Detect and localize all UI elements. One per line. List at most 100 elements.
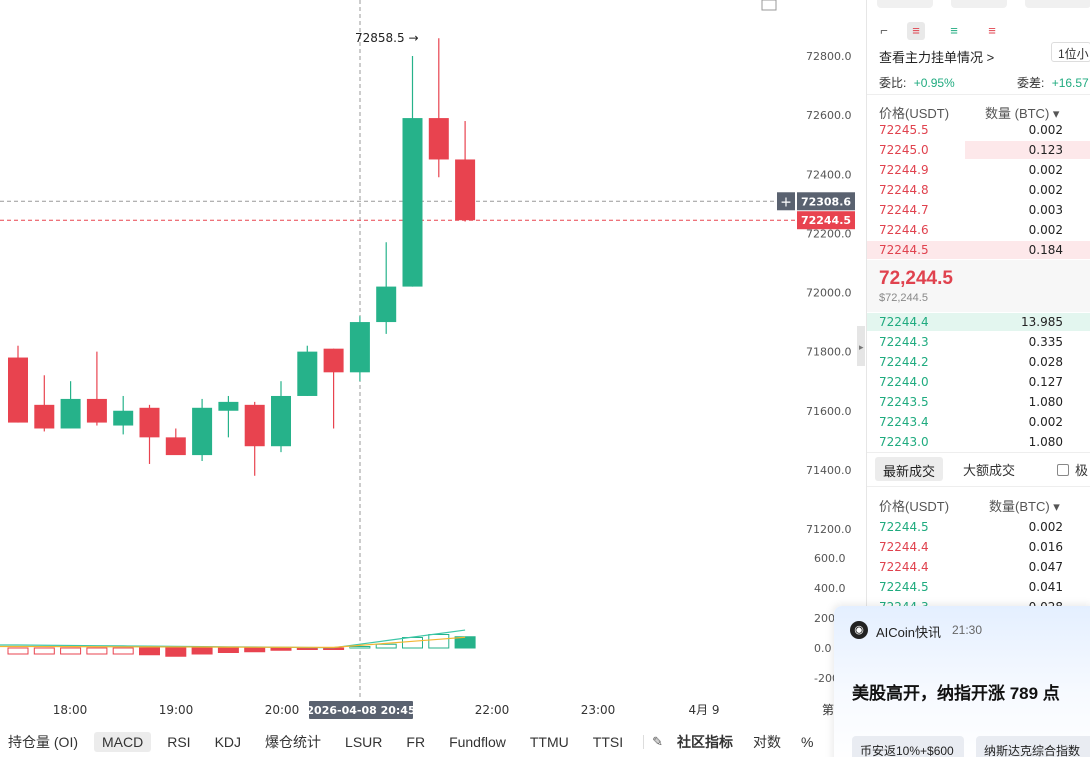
crosshair-time-tag: [309, 701, 413, 719]
nasdaq-chip[interactable]: 纳斯达克综合指数: [976, 736, 1090, 757]
expand-icon: [761, 0, 777, 11]
promo-chip[interactable]: 币安返10%+$600: [852, 736, 964, 757]
macd-bar: [244, 647, 266, 653]
tab-ttmu[interactable]: TTMU: [529, 734, 569, 750]
ask-row[interactable]: 72244.7 0.003: [867, 200, 1090, 220]
ratio-value: +0.95%: [913, 76, 955, 90]
bid-row[interactable]: 72243.4 0.002: [867, 412, 1090, 432]
trade-row[interactable]: 72244.5 0.002: [867, 517, 1090, 537]
mid-price-usd: $72,244.5: [879, 292, 928, 304]
macd-bar: [191, 647, 213, 655]
macd-dea-line: [0, 636, 466, 649]
row-qty: 0.041: [1028, 580, 1063, 594]
precision-select[interactable]: 1位小: [1051, 42, 1090, 62]
macd-bar: [349, 646, 371, 649]
checkbox-icon[interactable]: [1057, 464, 1069, 476]
trade-row[interactable]: 72244.5 0.041: [867, 577, 1090, 597]
depth-bar: [867, 313, 1090, 331]
tab-rsi[interactable]: RSI: [167, 734, 191, 750]
row-price: 72244.9: [879, 163, 929, 177]
candle-body: [139, 407, 160, 438]
tab-ttsi[interactable]: TTSI: [592, 734, 624, 750]
ask-row[interactable]: 72244.8 0.002: [867, 180, 1090, 200]
row-price: 72243.0: [879, 435, 929, 449]
row-price: 72244.4: [879, 560, 929, 574]
pin-icon[interactable]: ⌐: [880, 23, 888, 38]
candle-body: [349, 322, 370, 373]
ask-row[interactable]: 72244.9 0.002: [867, 160, 1090, 180]
bid-row[interactable]: 72243.5 1.080: [867, 392, 1090, 412]
orderbook-view-toolbar: ⌐ ≡ ≡ ≡ 1位小: [867, 20, 1090, 62]
candle-body: [86, 398, 107, 423]
ratio-label: 委比:: [879, 76, 907, 90]
depth-bar: [965, 141, 1090, 159]
tab-liquidation-stats[interactable]: 爆仓统计: [265, 734, 322, 750]
macd-axis-label: 600.0: [814, 552, 846, 565]
large-trades-tab[interactable]: 大额成交: [963, 463, 1016, 478]
macd-bar: [33, 647, 55, 655]
tab-kdj[interactable]: KDJ: [214, 734, 242, 750]
bids-only-view-icon[interactable]: ≡: [950, 23, 958, 38]
order-ratio: 委比: +0.95%: [879, 74, 955, 91]
bid-row[interactable]: 72244.3 0.335: [867, 332, 1090, 352]
log-scale-toggle[interactable]: 对数: [753, 734, 782, 750]
extreme-filter[interactable]: 极: [1057, 460, 1088, 479]
candle-body: [218, 401, 239, 411]
row-price: 72244.4: [879, 315, 929, 329]
price-header: 价格(USDT): [879, 106, 950, 121]
community-indicators-button[interactable]: 社区指标: [677, 734, 734, 750]
bid-row[interactable]: 72244.2 0.028: [867, 352, 1090, 372]
order-diff: 委差: +16.57: [1017, 74, 1089, 91]
trade-row[interactable]: 72244.4 0.047: [867, 557, 1090, 577]
price-axis-label: 72200.0: [806, 227, 852, 240]
news-notification[interactable]: ◉ AICoin快讯 21:30 美股高开，纳指开涨 789 点 币安返10%+…: [834, 606, 1090, 757]
trades-qty-header[interactable]: 数量(BTC) ▾: [989, 499, 1060, 514]
candle-body: [165, 437, 186, 456]
time-axis-label: 22:00: [475, 703, 510, 717]
asks-only-view-icon[interactable]: ≡: [988, 23, 996, 38]
tab-macd[interactable]: MACD: [94, 732, 152, 752]
macd-bar: [139, 647, 160, 656]
both-sides-view-icon[interactable]: ≡: [907, 22, 925, 40]
row-price: 72244.5: [879, 243, 929, 257]
row-qty: 0.016: [1028, 540, 1063, 554]
bid-row[interactable]: 72243.0 1.080: [867, 432, 1090, 452]
percent-scale-toggle[interactable]: %: [801, 734, 814, 750]
tab-fundflow[interactable]: Fundflow: [449, 734, 506, 750]
price-axis-label: 72800.0: [806, 50, 852, 63]
tab-open-interest[interactable]: 持仓量 (OI): [8, 734, 78, 750]
latest-trades-tab[interactable]: 最新成交: [875, 457, 944, 481]
top-button-3[interactable]: [1025, 0, 1090, 8]
top-button-1[interactable]: [877, 0, 933, 8]
ask-row[interactable]: 72244.5 0.184: [867, 240, 1090, 260]
row-qty: 0.002: [1028, 183, 1063, 197]
qty-header[interactable]: 数量 (BTC) ▾: [985, 106, 1060, 121]
ask-row[interactable]: 72245.0 0.123: [867, 140, 1090, 160]
bid-row[interactable]: 72244.0 0.127: [867, 372, 1090, 392]
row-price: 72244.2: [879, 355, 929, 369]
ask-row[interactable]: 72245.5 0.002: [867, 120, 1090, 140]
crosshair-price-text: 72308.6: [801, 195, 851, 208]
row-qty: 0.002: [1028, 123, 1063, 137]
macd-bar: [428, 634, 450, 649]
trades-price-header: 价格(USDT): [879, 499, 950, 514]
macd-bar: [86, 647, 108, 655]
trade-row[interactable]: 72244.4 0.016: [867, 537, 1090, 557]
row-price: 72245.5: [879, 123, 929, 137]
main-orders-link[interactable]: 查看主力挂单情况 >: [879, 50, 995, 65]
candle-body: [428, 118, 449, 160]
macd-axis-label: 400.0: [814, 582, 846, 595]
candle-body: [297, 351, 318, 396]
candlestick-chart[interactable]: 72800.0 72600.0 72400.0 72200.0 72000.0 71800…: [0, 0, 866, 727]
tab-lsur[interactable]: LSUR: [345, 734, 383, 750]
macd-axis-label: 0.0: [814, 642, 832, 655]
indicator-tools: ✎ 社区指标 对数 %: [652, 730, 825, 754]
mid-price: 72,244.5: [879, 268, 953, 289]
ask-row[interactable]: 72244.6 0.002: [867, 220, 1090, 240]
bid-row[interactable]: 72244.4 13.985: [867, 312, 1090, 332]
edit-icon[interactable]: ✎: [652, 734, 664, 749]
top-button-2[interactable]: [951, 0, 1007, 8]
tab-fr[interactable]: FR: [406, 734, 426, 750]
macd-axis-label: -200: [814, 672, 839, 685]
